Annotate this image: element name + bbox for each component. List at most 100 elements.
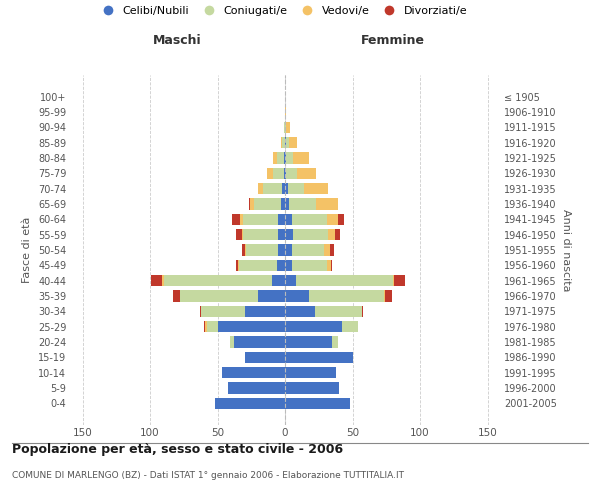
Bar bbox=[163, 275, 271, 286]
Text: COMUNE DI MARLENGO (BZ) - Dati ISTAT 1° gennaio 2006 - Elaborazione TUTTITALIA.I: COMUNE DI MARLENGO (BZ) - Dati ISTAT 1° … bbox=[12, 470, 404, 480]
Bar bbox=[292, 214, 327, 225]
Bar bbox=[268, 168, 273, 179]
Bar bbox=[296, 275, 393, 286]
Bar bbox=[385, 290, 392, 302]
Bar bbox=[285, 122, 286, 133]
Bar bbox=[383, 290, 385, 302]
Bar bbox=[285, 168, 286, 179]
Bar bbox=[314, 306, 362, 317]
Bar bbox=[316, 198, 338, 209]
Bar bbox=[206, 321, 218, 332]
Bar bbox=[245, 244, 246, 256]
Bar bbox=[285, 152, 286, 164]
Bar bbox=[284, 122, 285, 133]
Bar bbox=[173, 290, 180, 302]
Bar bbox=[285, 214, 292, 225]
Bar bbox=[393, 275, 394, 286]
Bar bbox=[331, 260, 332, 271]
Bar bbox=[243, 214, 278, 225]
Bar bbox=[236, 260, 238, 271]
Bar bbox=[151, 275, 162, 286]
Bar bbox=[273, 152, 277, 164]
Bar bbox=[285, 244, 292, 256]
Bar bbox=[285, 367, 337, 378]
Bar bbox=[327, 214, 338, 225]
Bar bbox=[234, 336, 285, 348]
Bar bbox=[248, 198, 250, 209]
Bar bbox=[285, 137, 286, 148]
Bar bbox=[278, 244, 285, 256]
Bar bbox=[245, 306, 285, 317]
Bar bbox=[293, 152, 310, 164]
Bar bbox=[304, 183, 328, 194]
Bar bbox=[281, 198, 285, 209]
Bar bbox=[258, 183, 263, 194]
Bar bbox=[243, 229, 278, 240]
Bar bbox=[362, 306, 364, 317]
Bar bbox=[273, 168, 284, 179]
Bar bbox=[271, 275, 285, 286]
Bar bbox=[310, 290, 383, 302]
Bar bbox=[180, 290, 258, 302]
Bar bbox=[278, 214, 285, 225]
Bar bbox=[285, 290, 310, 302]
Bar bbox=[285, 306, 314, 317]
Bar bbox=[239, 260, 277, 271]
Bar bbox=[342, 321, 358, 332]
Bar bbox=[285, 352, 353, 363]
Text: Femmine: Femmine bbox=[361, 34, 425, 48]
Bar bbox=[283, 183, 285, 194]
Bar bbox=[285, 106, 286, 118]
Bar bbox=[285, 275, 296, 286]
Bar bbox=[202, 306, 245, 317]
Y-axis label: Anni di nascita: Anni di nascita bbox=[560, 208, 571, 291]
Bar bbox=[254, 198, 281, 209]
Bar bbox=[281, 137, 283, 148]
Bar bbox=[286, 168, 297, 179]
Bar bbox=[238, 260, 239, 271]
Bar bbox=[242, 244, 245, 256]
Bar bbox=[324, 244, 329, 256]
Bar bbox=[293, 229, 328, 240]
Bar bbox=[278, 229, 285, 240]
Bar bbox=[205, 321, 206, 332]
Bar bbox=[221, 367, 285, 378]
Bar bbox=[297, 168, 316, 179]
Bar bbox=[230, 336, 234, 348]
Bar bbox=[285, 336, 332, 348]
Bar bbox=[284, 168, 285, 179]
Bar bbox=[285, 183, 288, 194]
Bar bbox=[394, 275, 405, 286]
Bar bbox=[246, 244, 278, 256]
Bar bbox=[277, 152, 284, 164]
Bar bbox=[335, 229, 340, 240]
Bar bbox=[285, 321, 342, 332]
Bar bbox=[288, 183, 304, 194]
Bar bbox=[285, 398, 350, 409]
Bar bbox=[232, 214, 241, 225]
Bar bbox=[329, 244, 334, 256]
Bar bbox=[258, 290, 285, 302]
Bar bbox=[286, 122, 290, 133]
Bar bbox=[285, 382, 339, 394]
Bar bbox=[228, 382, 285, 394]
Bar bbox=[200, 306, 202, 317]
Bar bbox=[286, 137, 289, 148]
Bar bbox=[283, 137, 285, 148]
Bar bbox=[204, 321, 205, 332]
Bar bbox=[285, 260, 292, 271]
Bar bbox=[286, 152, 293, 164]
Bar bbox=[285, 198, 289, 209]
Bar bbox=[289, 198, 316, 209]
Legend: Celibi/Nubili, Coniugati/e, Vedovi/e, Divorziati/e: Celibi/Nubili, Coniugati/e, Vedovi/e, Di… bbox=[97, 6, 467, 16]
Bar bbox=[242, 229, 243, 240]
Bar bbox=[284, 152, 285, 164]
Bar bbox=[332, 336, 338, 348]
Bar bbox=[250, 198, 254, 209]
Bar bbox=[218, 321, 285, 332]
Y-axis label: Fasce di età: Fasce di età bbox=[22, 217, 32, 283]
Bar bbox=[236, 229, 242, 240]
Text: Maschi: Maschi bbox=[152, 34, 202, 48]
Bar bbox=[292, 260, 327, 271]
Bar bbox=[328, 229, 335, 240]
